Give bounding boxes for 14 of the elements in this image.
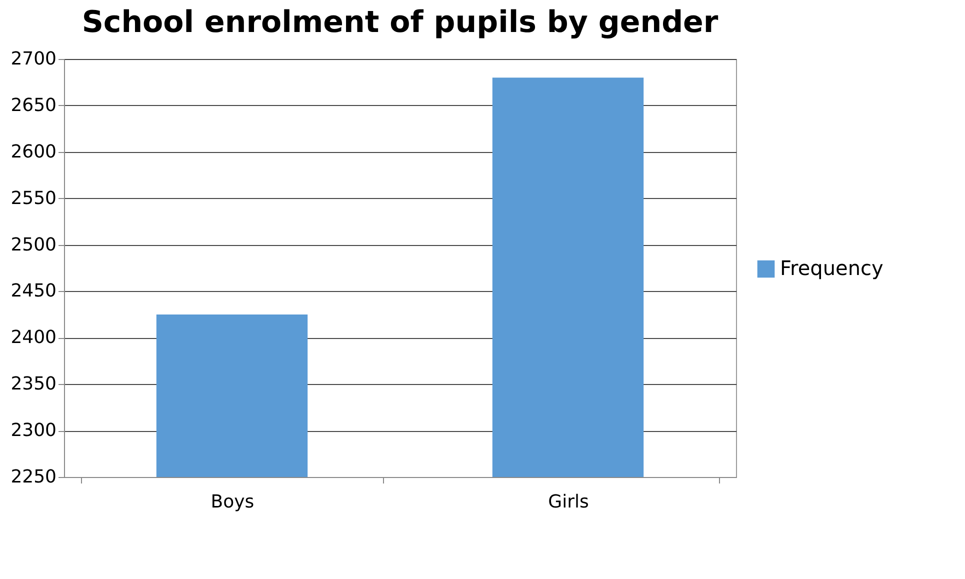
y-tick-label: 2550: [10, 188, 56, 209]
y-tick-label: 2400: [10, 327, 56, 348]
y-tick-label: 2300: [10, 420, 56, 442]
legend-label: Frequency: [780, 256, 884, 280]
y-tick-label: 2500: [10, 234, 56, 256]
y-tick-label: 2250: [10, 466, 56, 488]
y-tick-label: 2450: [10, 280, 56, 302]
x-tick-label: Girls: [548, 492, 589, 512]
y-tick-label: 2700: [10, 48, 56, 70]
x-tick-label: Boys: [210, 492, 254, 512]
y-tick-label: 2350: [10, 374, 56, 395]
chart-title: School enrolment of pupils by gender: [82, 5, 718, 40]
y-tick-label: 2600: [10, 141, 56, 162]
y-tick-label: 2650: [10, 94, 56, 116]
